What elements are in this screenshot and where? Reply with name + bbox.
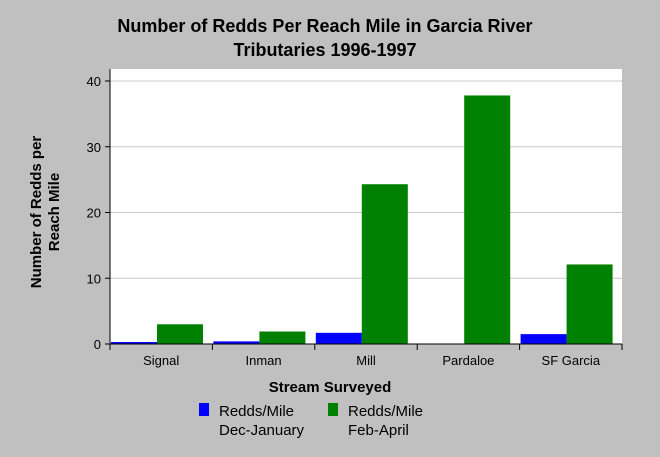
y-axis-title-line-2: Reach Mile bbox=[46, 173, 63, 251]
x-tick-label: Pardaloe bbox=[442, 353, 494, 368]
legend-label-dec-january-line-1: Redds/Mile bbox=[219, 403, 294, 420]
legend-label-feb-april-line-1: Redds/Mile bbox=[348, 403, 423, 420]
chart-title-line-2: Tributaries 1996-1997 bbox=[233, 40, 416, 60]
x-tick-label: Inman bbox=[246, 353, 282, 368]
bar-mill-series-2 bbox=[361, 184, 408, 344]
legend-label-dec-january-line-2: Dec-January bbox=[219, 422, 305, 439]
bar-inman-series-1 bbox=[213, 341, 260, 344]
y-tick-label: 20 bbox=[87, 206, 101, 221]
bar-signal-series-1 bbox=[111, 342, 157, 344]
y-axis-title-line-1: Number of Redds per bbox=[28, 136, 45, 289]
x-axis-title: Stream Surveyed bbox=[269, 379, 392, 396]
bars bbox=[111, 95, 613, 344]
bar-mill-series-1 bbox=[315, 332, 362, 344]
legend-swatch-dec-january bbox=[199, 403, 209, 416]
legend: Redds/Mile Dec-January Redds/Mile Feb-Ap… bbox=[199, 403, 423, 439]
chart-title-line-1: Number of Redds Per Reach Mile in Garcia… bbox=[117, 16, 532, 36]
legend-swatch-feb-april bbox=[328, 403, 338, 416]
legend-label-feb-april-line-2: Feb-April bbox=[348, 422, 409, 439]
bar-pardaloe-series-2 bbox=[464, 95, 511, 344]
y-tick-label: 30 bbox=[87, 140, 101, 155]
y-tick-label: 10 bbox=[87, 271, 101, 286]
bar-sf-garcia-series-2 bbox=[566, 264, 613, 344]
axes: 0 10 20 30 40 Signal Inman Mill Pardaloe SF Garci… bbox=[87, 69, 623, 368]
x-tick-label: SF Garcia bbox=[542, 353, 601, 368]
y-tick-label: 40 bbox=[87, 74, 101, 89]
bar-signal-series-2 bbox=[157, 324, 203, 344]
y-tick-label: 0 bbox=[94, 337, 101, 352]
x-tick-label: Mill bbox=[356, 353, 376, 368]
bar-sf-garcia-series-1 bbox=[520, 334, 567, 344]
x-tick-label: Signal bbox=[143, 353, 179, 368]
bar-inman-series-2 bbox=[259, 331, 306, 344]
